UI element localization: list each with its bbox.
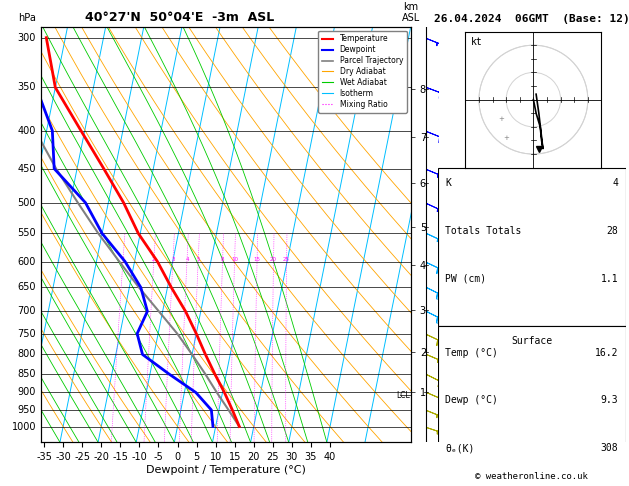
Text: θₑ(K): θₑ(K) (445, 443, 475, 453)
Text: 350: 350 (18, 83, 36, 92)
Text: 450: 450 (18, 164, 36, 174)
Text: PW (cm): PW (cm) (445, 274, 486, 284)
Text: Surface: Surface (511, 336, 552, 346)
Text: hPa: hPa (18, 13, 36, 22)
Text: 308: 308 (601, 443, 618, 453)
Text: 5: 5 (196, 257, 200, 261)
Text: 550: 550 (18, 228, 36, 239)
Text: 25: 25 (283, 257, 290, 261)
X-axis label: Dewpoint / Temperature (°C): Dewpoint / Temperature (°C) (146, 465, 306, 475)
Text: Totals Totals: Totals Totals (445, 226, 521, 236)
Text: 950: 950 (18, 405, 36, 415)
Text: K: K (445, 178, 451, 188)
Legend: Temperature, Dewpoint, Parcel Trajectory, Dry Adiabat, Wet Adiabat, Isotherm, Mi: Temperature, Dewpoint, Parcel Trajectory… (318, 31, 407, 113)
Text: 650: 650 (18, 282, 36, 293)
Text: 26.04.2024  06GMT  (Base: 12): 26.04.2024 06GMT (Base: 12) (434, 14, 629, 24)
Text: 10: 10 (231, 257, 238, 261)
Text: 4: 4 (613, 178, 618, 188)
Text: 9.3: 9.3 (601, 396, 618, 405)
Text: 1: 1 (121, 257, 125, 261)
Text: Mixing Ratio (g/kg): Mixing Ratio (g/kg) (551, 195, 560, 274)
Text: 1.1: 1.1 (601, 274, 618, 284)
Text: 40°27'N  50°04'E  -3m  ASL: 40°27'N 50°04'E -3m ASL (86, 11, 274, 24)
Text: 750: 750 (18, 329, 36, 339)
Text: 850: 850 (18, 369, 36, 379)
Text: 700: 700 (18, 306, 36, 316)
Text: 600: 600 (18, 257, 36, 266)
Text: 16.2: 16.2 (595, 347, 618, 358)
Text: Temp (°C): Temp (°C) (445, 347, 498, 358)
Text: 20: 20 (270, 257, 277, 261)
Text: 800: 800 (18, 349, 36, 360)
Text: © weatheronline.co.uk: © weatheronline.co.uk (476, 472, 588, 481)
Text: Dewp (°C): Dewp (°C) (445, 396, 498, 405)
Text: 900: 900 (18, 387, 36, 398)
Text: 4: 4 (185, 257, 189, 261)
Text: +: + (503, 136, 509, 141)
Bar (438, 326, 626, 486)
Text: 400: 400 (18, 125, 36, 136)
Text: 500: 500 (18, 198, 36, 208)
Text: LCL: LCL (396, 391, 409, 400)
Text: +: + (498, 117, 504, 122)
Text: 28: 28 (606, 226, 618, 236)
Text: 3: 3 (171, 257, 175, 261)
Text: 1000: 1000 (11, 421, 36, 432)
Text: 15: 15 (253, 257, 260, 261)
Text: 2: 2 (152, 257, 155, 261)
Text: 300: 300 (18, 33, 36, 43)
Text: km
ASL: km ASL (401, 2, 420, 22)
Text: 8: 8 (221, 257, 225, 261)
Text: kt: kt (470, 37, 482, 47)
Bar (438, 168, 626, 326)
